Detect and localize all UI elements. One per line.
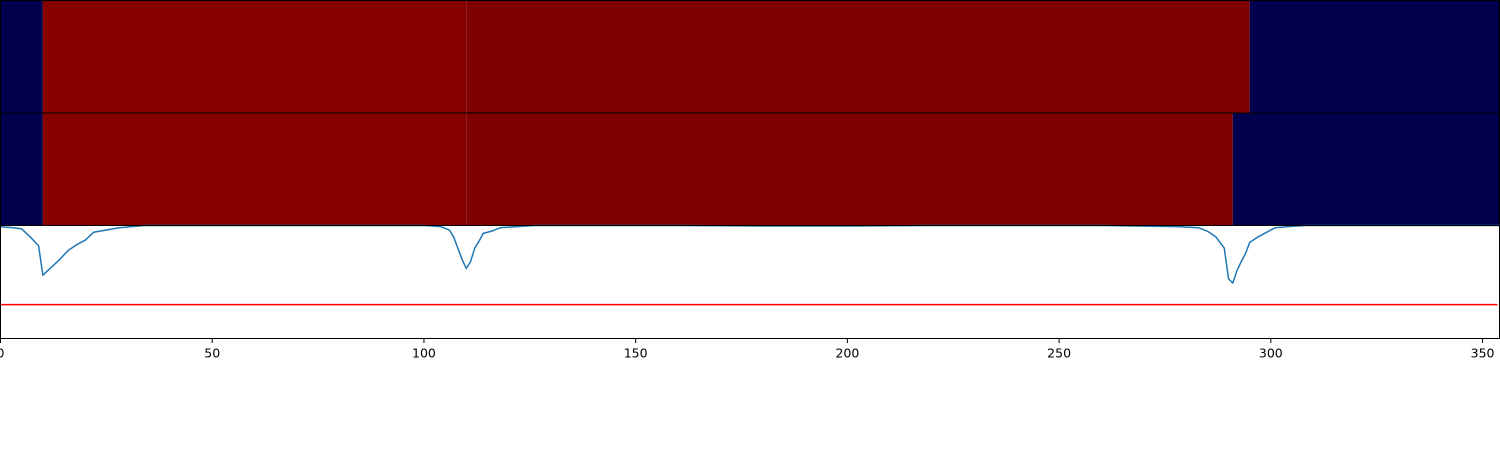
x-tick-label: 300 (1259, 346, 1283, 361)
x-tick-label: 50 (204, 346, 220, 361)
track-1-segment-1 (0, 0, 43, 113)
plot-frame (0, 225, 1500, 339)
track-1 (0, 0, 1500, 114)
track-1-segment-2 (42, 0, 467, 113)
x-tick-label: 150 (624, 346, 648, 361)
heatmap-tracks (0, 0, 1500, 226)
track-1-segment-3 (466, 0, 1250, 113)
x-tick-label: 200 (835, 346, 859, 361)
track-1-segment-4 (1249, 0, 1500, 113)
track-2-segment-3 (466, 113, 1233, 226)
x-tick-label: 0 (0, 346, 5, 361)
track-2-segment-2 (42, 113, 467, 226)
track-2-segment-1 (0, 113, 43, 226)
track-2 (0, 112, 1500, 226)
x-tick-label: 350 (1471, 346, 1495, 361)
x-tick-label: 100 (412, 346, 436, 361)
line-plot (0, 224, 1500, 339)
series-line-1 (0, 224, 1500, 284)
track-2-segment-4 (1232, 113, 1500, 226)
x-tick-label: 250 (1047, 346, 1071, 361)
x-axis: 0 50 100 150 200 250 300 350 (0, 338, 1495, 361)
